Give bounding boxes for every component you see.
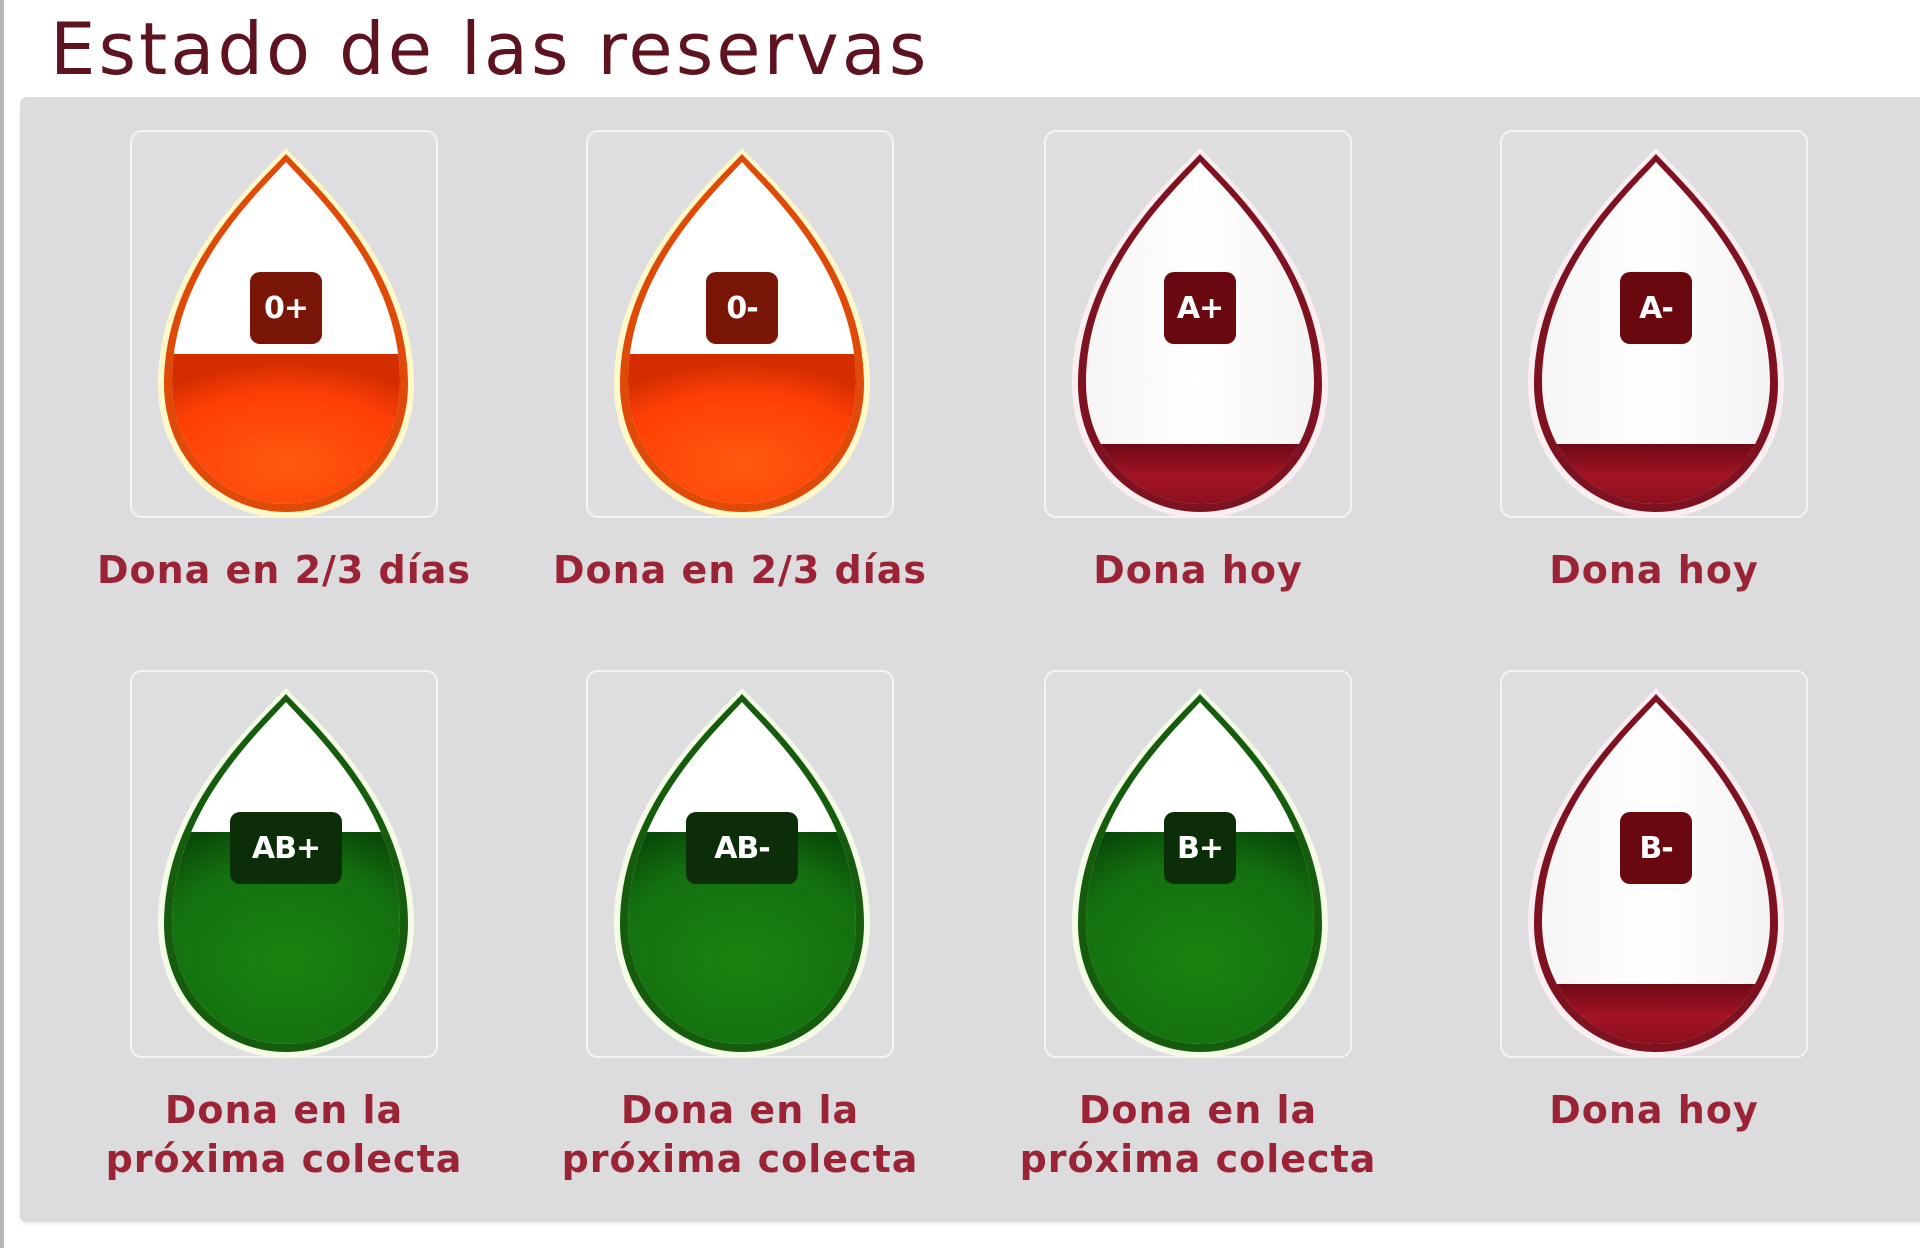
blood-drop-card-abpos[interactable]: AB+: [130, 670, 438, 1058]
blood-drop-card-bneg[interactable]: B-: [1500, 670, 1808, 1058]
left-border: [0, 0, 4, 1248]
blood-drop-icon: [158, 148, 414, 518]
blood-type-badge: B+: [1164, 812, 1236, 884]
donation-status-label: Dona en 2/3 días: [96, 548, 472, 592]
donation-status-label: Dona hoy: [1549, 548, 1759, 592]
page-title: Estado de las reservas: [50, 7, 930, 91]
donation-status-label: Dona en la próxima colecta: [968, 1086, 1428, 1184]
donation-status-line1: Dona en la: [1078, 1088, 1318, 1132]
blood-drop-card-bpos[interactable]: B+: [1044, 670, 1352, 1058]
blood-type-badge: A-: [1620, 272, 1692, 344]
blood-type-badge: AB+: [230, 812, 342, 884]
blood-drop-card-apos[interactable]: A+: [1044, 130, 1352, 518]
donation-status-line2: próxima colecta: [105, 1137, 463, 1181]
donation-status-line2: próxima colecta: [1019, 1137, 1377, 1181]
donation-status-label: Dona en 2/3 días: [552, 548, 928, 592]
donation-status-label: Dona en la próxima colecta: [54, 1086, 514, 1184]
blood-type-badge: A+: [1164, 272, 1236, 344]
donation-status-label: Dona hoy: [1093, 548, 1303, 592]
blood-drop-card-abneg[interactable]: AB-: [586, 670, 894, 1058]
blood-drop-card-0pos[interactable]: 0+: [130, 130, 438, 518]
donation-status-label: Dona hoy: [1549, 1088, 1759, 1132]
blood-type-badge: B-: [1620, 812, 1692, 884]
blood-drop-card-aneg[interactable]: A-: [1500, 130, 1808, 518]
donation-status-line2: próxima colecta: [561, 1137, 919, 1181]
donation-status-line1: Dona en la: [620, 1088, 860, 1132]
donation-status-line1: Dona en la: [164, 1088, 404, 1132]
blood-type-badge: 0+: [250, 272, 322, 344]
blood-type-badge: AB-: [686, 812, 798, 884]
donation-status-label: Dona en la próxima colecta: [510, 1086, 970, 1184]
blood-type-badge: 0-: [706, 272, 778, 344]
blood-drop-card-0neg[interactable]: 0-: [586, 130, 894, 518]
